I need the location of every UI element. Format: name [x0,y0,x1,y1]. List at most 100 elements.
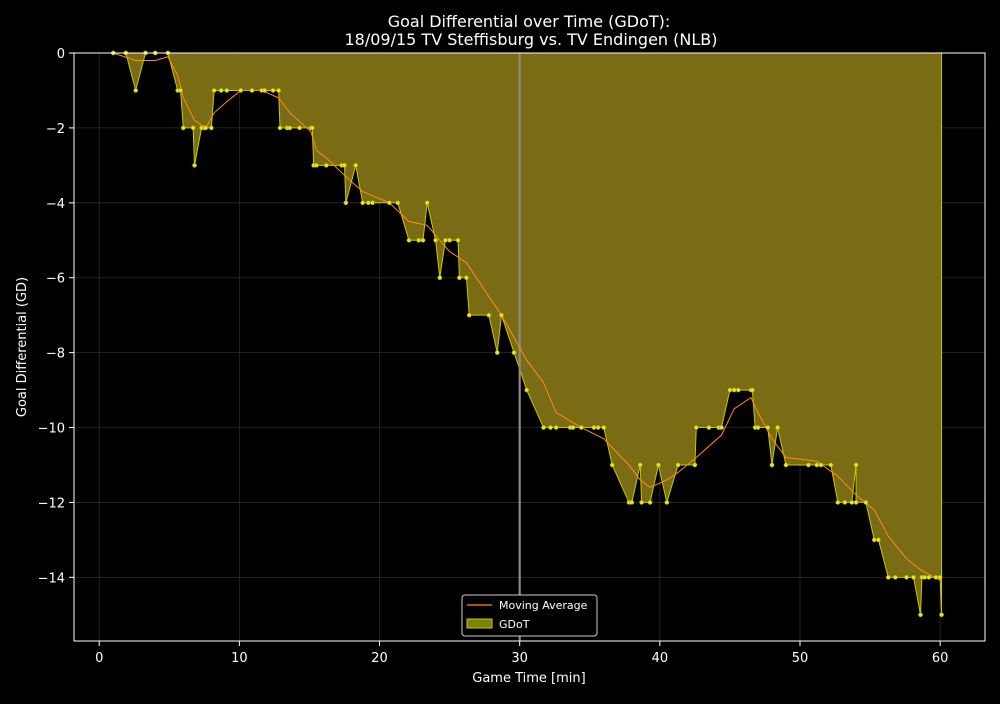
gdot-point [309,125,315,131]
gdot-point [735,387,741,393]
gdot-point [637,462,643,468]
gdot-point [541,425,546,430]
gdot-point [853,500,859,505]
gdot-point [595,425,601,430]
gdot-point [609,462,615,468]
gdot-point [370,200,375,206]
legend-box [461,594,598,637]
gdot-point [706,425,712,430]
gdot-point [775,425,780,430]
gdot-point [749,387,755,393]
gdot-point [904,574,909,580]
x-tick-layer: 0 10 20 30 40 50 60 [95,641,948,666]
gdot-point [486,312,492,318]
x-tick-label: 50 [792,651,809,666]
gdot-point [918,612,923,618]
legend: Moving Average GDoT [461,594,598,637]
gdot-point [818,462,824,468]
gdot-point [386,200,392,206]
gdot-point [249,88,255,93]
gdot-point [601,425,607,430]
gdot-point [692,462,698,468]
y-tick-label: −10 [38,422,65,437]
gdot-point [892,574,898,580]
x-tick-label: 60 [932,651,949,666]
gdot-point [287,125,293,131]
gdot-point [343,200,349,206]
legend-moving-average-label: Moving Average [499,599,588,612]
gdot-point [437,275,443,281]
gdot-point [192,163,197,168]
gdot-point [457,275,462,281]
gdot-point [133,88,139,93]
gdot-point [420,237,426,243]
gdot-point [591,425,597,430]
gdot-point [466,312,472,318]
gdot-point [424,200,430,206]
legend-gdot-swatch [466,618,493,629]
gdot-point [262,88,267,93]
gdot-point [548,425,553,430]
gdot-point [353,163,359,168]
gdot-point [178,88,183,93]
gdot-point [553,425,559,430]
gdot-point [395,200,401,206]
chart-title-line1: Goal Differential over Time (GDoT): [388,12,671,31]
y-tick-label: −6 [46,272,65,287]
gdot-point [656,462,661,468]
gdot-point [863,500,869,505]
gdot-point [342,163,347,168]
gdot-point [853,462,859,468]
gdot-point [806,462,811,468]
gdot-point [842,500,848,505]
gdot-point [499,312,504,318]
gdot-point [727,387,733,393]
y-tick-label: 0 [57,47,65,62]
gdot-point [911,574,916,580]
gdot-point [416,237,422,243]
gdot-point [835,500,841,505]
y-tick-label: −2 [46,122,65,137]
gdot-point [211,88,217,93]
gdot-point [447,237,452,243]
gdot-point [180,125,186,131]
gdot-point [494,350,500,355]
gdot-point [277,125,283,131]
plot-frame [73,52,986,642]
gdot-point [814,462,820,468]
x-axis-label: Game Time [min] [472,671,585,686]
gdot-point [203,125,209,131]
gdot-point [443,237,448,243]
gdot-point [885,574,891,580]
gdot-point [871,537,877,543]
gdot-point [647,500,653,505]
gdot-point [365,200,371,206]
legend-gdot-label: GDoT [499,618,530,631]
gdot-point [664,500,670,505]
gdot-point [433,237,438,243]
gdot-point [270,88,276,93]
x-tick-label: 20 [371,651,388,666]
x-tick-label: 30 [511,651,528,666]
gdot-point [323,163,329,168]
gdot-point [876,537,881,543]
gdot-point [639,500,644,505]
gdot-point [190,125,196,131]
gdot-point [511,350,517,355]
y-tick-label: −8 [46,347,65,362]
gdot-point [218,88,224,93]
y-axis-label: Goal Differential (GD) [15,277,30,417]
gdot-point [276,88,281,93]
x-tick-label: 10 [231,651,248,666]
x-tick-label: 40 [652,651,669,666]
gdot-point [693,425,699,430]
gdot-point [937,574,943,580]
gdot-point [406,237,412,243]
gdot-point [314,163,319,168]
gdot-point [922,574,928,580]
marker-layer [110,50,944,618]
gdot-point [570,425,576,430]
gdot-point [297,125,302,131]
gdot-point [360,200,366,206]
